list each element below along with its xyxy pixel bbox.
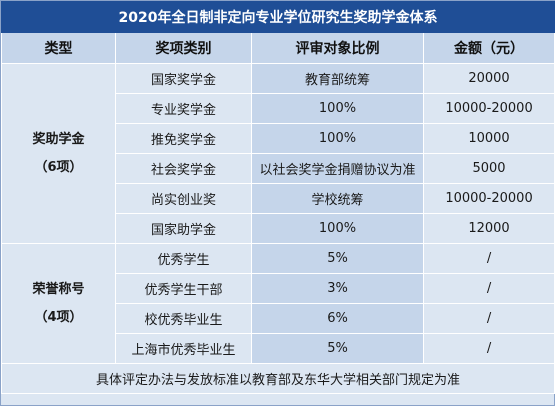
amount-cell: 10000-20000 bbox=[422, 183, 555, 214]
item-cell: 专业奖学金 bbox=[115, 93, 252, 124]
ratio-cell: 学校统筹 bbox=[251, 183, 424, 214]
table-title: 2020年全日制非定向专业学位研究生奖助学金体系 bbox=[0, 1, 555, 33]
header-amount: 金额（元） bbox=[422, 32, 555, 64]
group-count: （4项） bbox=[34, 309, 83, 325]
amount-cell: / bbox=[422, 333, 555, 364]
ratio-cell: 6% bbox=[251, 303, 424, 334]
table-row: 尚实创业奖 学校统筹 10000-20000 bbox=[2, 183, 555, 214]
item-cell: 推免奖学金 bbox=[115, 123, 252, 154]
ratio-cell: 3% bbox=[251, 273, 424, 304]
ratio-cell: 5% bbox=[251, 333, 424, 364]
amount-cell: 10000-20000 bbox=[422, 93, 555, 124]
group-cell-honors: 荣誉称号 （4项） bbox=[1, 243, 116, 364]
ratio-cell: 100% bbox=[251, 93, 424, 124]
table-row: 校优秀毕业生 6% / bbox=[2, 303, 555, 334]
group-count: （6项） bbox=[34, 159, 83, 175]
amount-cell: 10000 bbox=[422, 123, 555, 154]
item-cell: 优秀学生 bbox=[115, 243, 252, 274]
table-row: 上海市优秀毕业生 5% / bbox=[2, 333, 555, 364]
amount-cell: 20000 bbox=[422, 63, 555, 94]
header-ratio: 评审对象比例 bbox=[251, 32, 424, 64]
table-row: 社会奖学金 以社会奖学金捐赠协议为准 5000 bbox=[2, 153, 555, 184]
group-name: 荣誉称号 bbox=[32, 281, 85, 297]
item-cell: 校优秀毕业生 bbox=[115, 303, 252, 334]
header-item: 奖项类别 bbox=[115, 32, 252, 64]
scholarship-table: 2020年全日制非定向专业学位研究生奖助学金体系 类型 奖项类别 评审对象比例 … bbox=[0, 1, 555, 394]
table-row: 推免奖学金 100% 10000 bbox=[2, 123, 555, 154]
ratio-cell: 教育部统筹 bbox=[251, 63, 424, 94]
table-row: 专业奖学金 100% 10000-20000 bbox=[2, 93, 555, 124]
table-footer-note: 具体评定办法与发放标准以教育部及东华大学相关部门规定为准 bbox=[0, 363, 555, 394]
ratio-cell: 100% bbox=[251, 213, 424, 244]
group-name: 奖助学金 bbox=[32, 131, 85, 147]
table-row: 国家助学金 100% 12000 bbox=[2, 213, 555, 244]
item-cell: 社会奖学金 bbox=[115, 153, 252, 184]
table-row: 奖助学金 （6项） 国家奖学金 教育部统筹 20000 bbox=[1, 63, 555, 244]
ratio-cell: 100% bbox=[251, 123, 424, 154]
item-cell: 国家奖学金 bbox=[115, 63, 252, 94]
item-cell: 上海市优秀毕业生 bbox=[115, 333, 252, 364]
amount-cell: 5000 bbox=[422, 153, 555, 184]
amount-cell: / bbox=[422, 303, 555, 334]
amount-cell: / bbox=[422, 273, 555, 304]
header-type: 类型 bbox=[1, 32, 116, 64]
item-cell: 国家助学金 bbox=[115, 213, 252, 244]
table-row: 荣誉称号 （4项） 优秀学生 5% / bbox=[1, 243, 555, 364]
amount-cell: 12000 bbox=[422, 213, 555, 244]
ratio-cell: 5% bbox=[251, 243, 424, 274]
group-cell-scholarships: 奖助学金 （6项） bbox=[1, 63, 116, 244]
ratio-cell: 以社会奖学金捐赠协议为准 bbox=[251, 153, 424, 184]
item-cell: 尚实创业奖 bbox=[115, 183, 252, 214]
item-cell: 优秀学生干部 bbox=[115, 273, 252, 304]
amount-cell: / bbox=[422, 243, 555, 274]
